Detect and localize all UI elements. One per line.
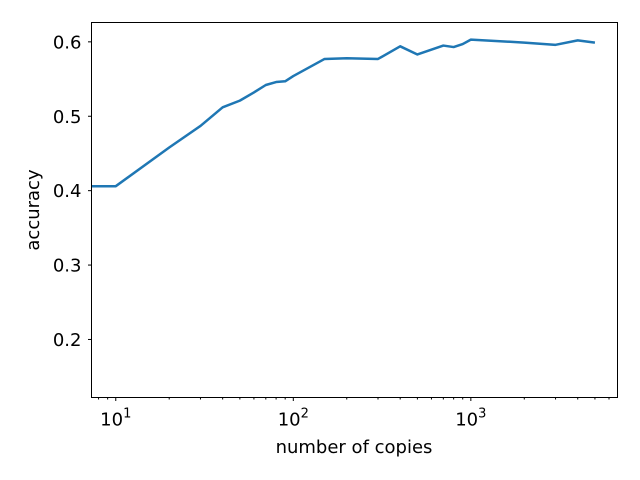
- x-axis-label: number of copies: [276, 437, 433, 458]
- plot-area: [91, 38, 596, 188]
- y-tick-label: 0.6: [53, 32, 82, 53]
- x-axis: 101 102 103: [98, 397, 610, 431]
- y-tick-label: 0.3: [53, 256, 82, 277]
- axes-frame: [91, 22, 618, 398]
- y-axis-label: accuracy: [23, 169, 44, 251]
- y-tick-label: 0.5: [53, 107, 82, 128]
- y-axis: 0.2 0.3 0.4 0.5 0.6: [53, 32, 92, 351]
- y-tick-label: 0.4: [53, 181, 82, 202]
- x-tick-label: 102: [278, 407, 309, 431]
- y-tick-label: 0.2: [53, 330, 82, 351]
- x-tick-label: 101: [100, 407, 131, 431]
- series-line-0: [91, 38, 596, 188]
- x-tick-label: 103: [455, 407, 486, 431]
